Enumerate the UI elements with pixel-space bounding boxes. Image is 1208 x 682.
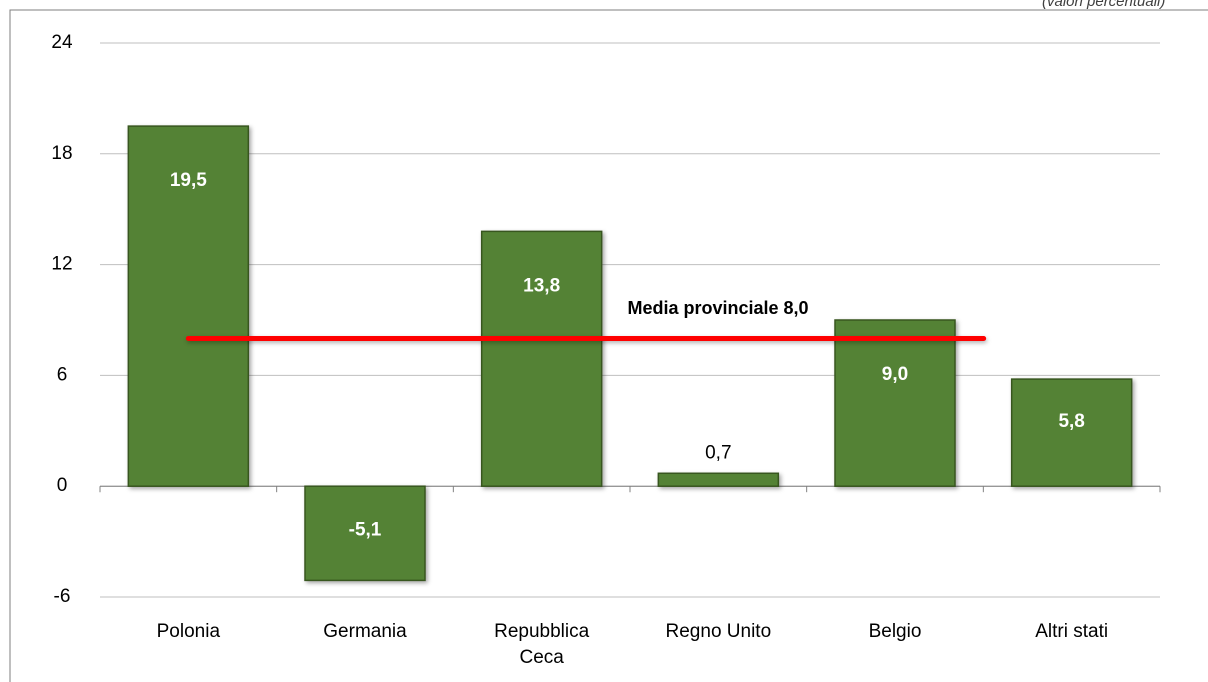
x-tick-label: Repubblica Ceca: [494, 621, 590, 668]
y-tick-label: 24: [51, 32, 73, 53]
y-tick-label: 0: [57, 475, 68, 496]
bar: [127, 125, 250, 487]
reference-label: Media provinciale 8,0: [627, 298, 808, 318]
bar: [304, 485, 426, 582]
bar: [834, 319, 956, 487]
x-tick-label: Polonia: [156, 621, 221, 642]
y-tick-label: 12: [51, 254, 72, 275]
data-label: 13,8: [523, 275, 560, 296]
bar: [480, 230, 603, 487]
bar: [1010, 378, 1133, 487]
subtitle: (valori percentuali): [1042, 0, 1165, 10]
x-tick-label: Belgio: [868, 621, 922, 642]
x-tick-label: Regno Unito: [665, 621, 772, 642]
data-label: 5,8: [1058, 411, 1084, 432]
x-tick-label: Altri stati: [1035, 621, 1109, 642]
data-label: 19,5: [170, 170, 207, 191]
data-label: 9,0: [882, 364, 908, 385]
y-tick-label: 6: [57, 364, 68, 385]
frame: [9, 9, 1208, 682]
data-label: -5,1: [349, 519, 382, 540]
data-label: 0,7: [705, 442, 731, 463]
y-tick-label: 18: [51, 143, 72, 164]
x-tick-label: Germania: [323, 621, 407, 642]
bar: [657, 472, 780, 487]
y-tick-label: -6: [54, 586, 71, 607]
